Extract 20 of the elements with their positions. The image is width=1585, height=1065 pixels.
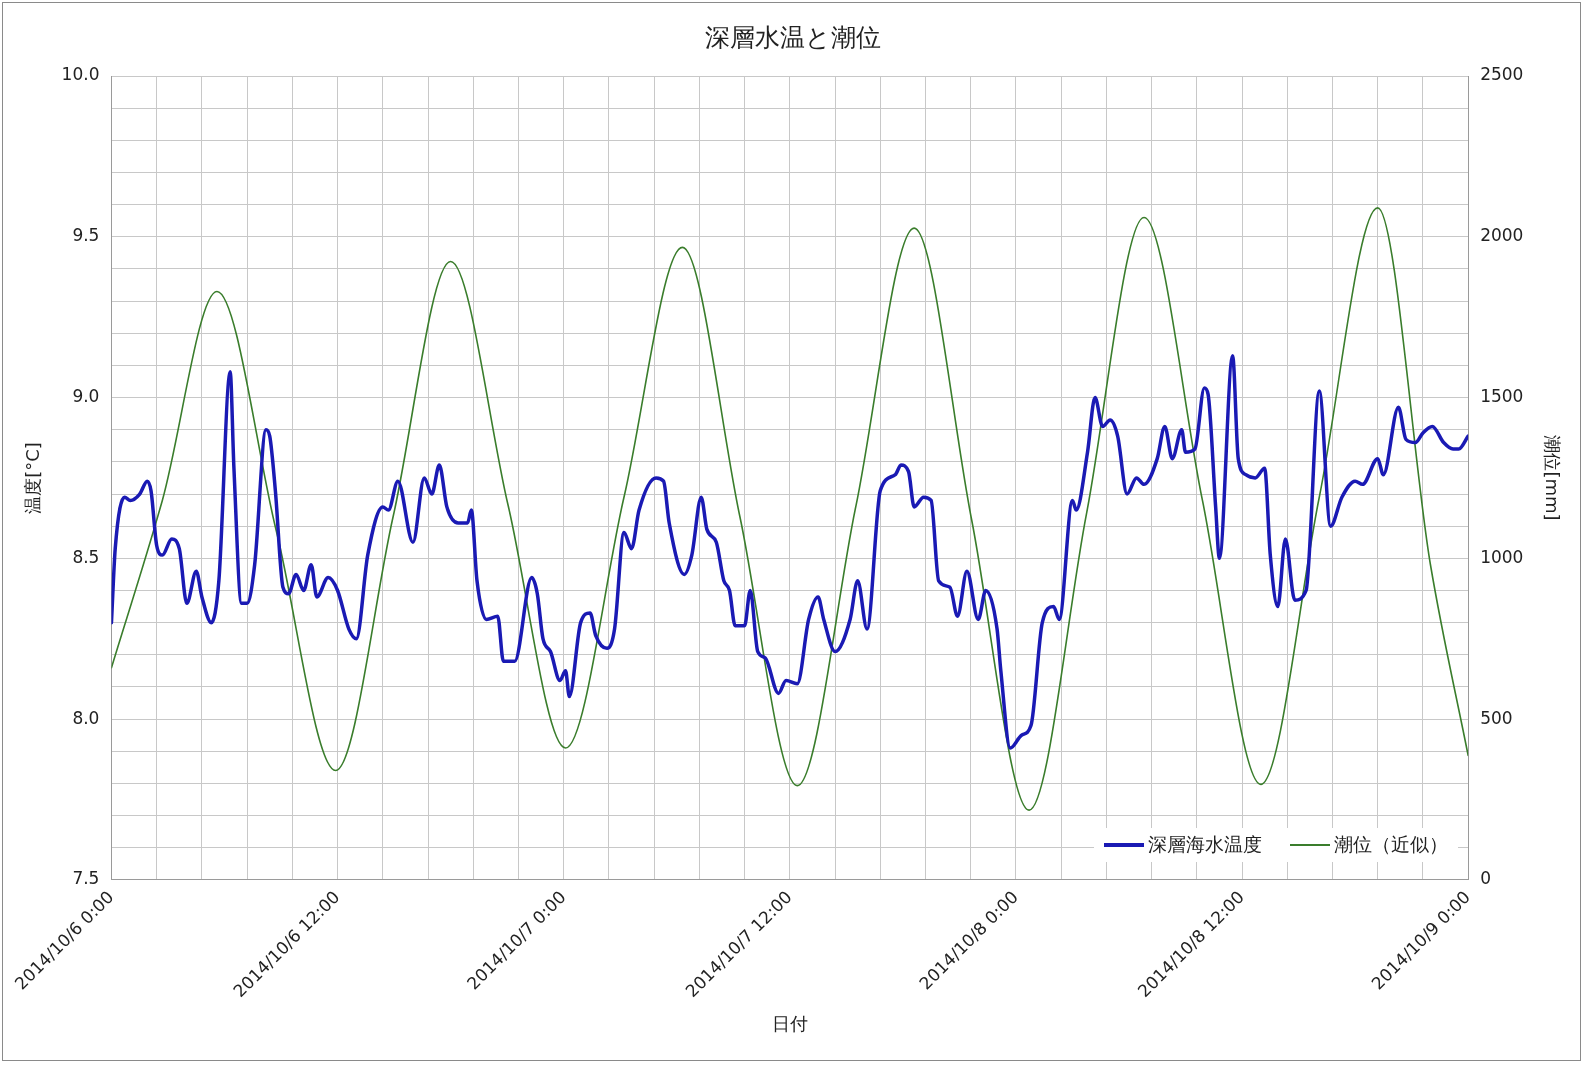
y-tick-label: 10.0: [61, 64, 100, 85]
legend-label: 深層海水温度: [1148, 831, 1263, 857]
y-axis-title: 温度[°C]: [22, 442, 44, 514]
y-tick-label: 8.0: [72, 707, 100, 728]
y2-tick-label: 500: [1480, 707, 1513, 728]
y-tick-label: 9.5: [72, 225, 100, 246]
chart-title: 深層水温と潮位: [704, 22, 881, 52]
y2-axis-title: 潮位[mm]: [1541, 435, 1563, 521]
y2-tick-label: 2500: [1480, 64, 1524, 85]
line-series: [111, 207, 1469, 811]
y2-tick-label: 1000: [1480, 546, 1524, 567]
y-tick-label: 8.5: [72, 546, 100, 567]
y2-tick-label: 2000: [1480, 225, 1524, 246]
y2-tick-label: 1500: [1480, 385, 1524, 406]
y-tick-label: 7.5: [72, 868, 100, 889]
legend-label: 潮位（近似）: [1334, 831, 1449, 857]
line-series: [111, 354, 1469, 750]
y-tick-label: 9.0: [72, 385, 100, 406]
y2-tick-label: 0: [1480, 868, 1491, 889]
x-axis-title: 日付: [771, 1012, 808, 1034]
